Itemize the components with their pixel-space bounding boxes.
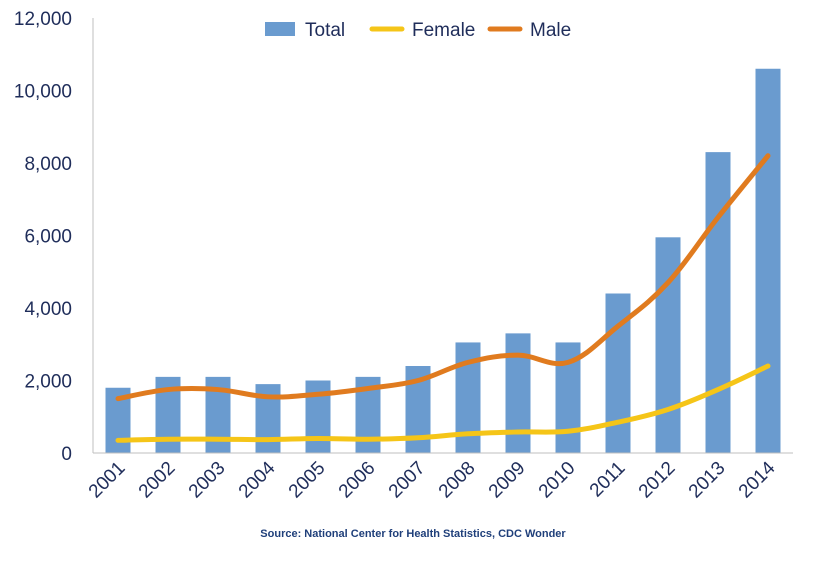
x-tick-label: 2011 [586, 458, 630, 502]
x-tick-label: 2012 [635, 458, 680, 503]
x-tick-label: 2008 [435, 458, 480, 503]
x-tick-label: 2002 [135, 458, 180, 503]
x-axis-ticks: 2001 2002 2003 2004 2005 2006 2007 2008 2009 2010… [85, 457, 780, 502]
x-tick-label: 2006 [335, 458, 380, 503]
legend-label-male: Male [530, 20, 571, 41]
x-tick-label: 2005 [285, 458, 330, 503]
y-tick-label: 8,000 [24, 154, 72, 175]
source-note: Source: National Center for Health Stati… [260, 528, 566, 540]
x-tick-label: 2007 [385, 458, 430, 503]
legend-swatch-total [265, 22, 295, 36]
x-tick-label: 2010 [535, 458, 580, 503]
x-tick-label: 2004 [235, 457, 280, 502]
legend-label-female: Female [412, 20, 475, 41]
bar-total [505, 333, 531, 453]
bar-total [705, 152, 731, 453]
x-tick-label: 2001 [85, 458, 130, 503]
x-tick-label: 2013 [685, 458, 730, 503]
line-male [115, 153, 771, 402]
y-tick-label: 2,000 [24, 372, 72, 393]
legend-label-total: Total [305, 20, 345, 41]
bar-total [755, 68, 781, 453]
lines [115, 153, 771, 443]
x-tick-label: 2014 [735, 457, 780, 502]
y-tick-label: 6,000 [24, 227, 72, 248]
bars [105, 68, 781, 453]
line-female [115, 363, 771, 443]
y-tick-label: 10,000 [14, 82, 72, 103]
x-tick-label: 2009 [485, 458, 530, 503]
y-tick-label: 0 [61, 444, 72, 465]
x-tick-label: 2003 [185, 458, 230, 503]
legend: Total Female Male [265, 20, 571, 41]
y-axis-ticks: 0 2,000 4,000 6,000 8,000 10,000 12,000 [14, 9, 72, 465]
y-tick-label: 12,000 [14, 9, 72, 30]
y-tick-label: 4,000 [24, 299, 72, 320]
